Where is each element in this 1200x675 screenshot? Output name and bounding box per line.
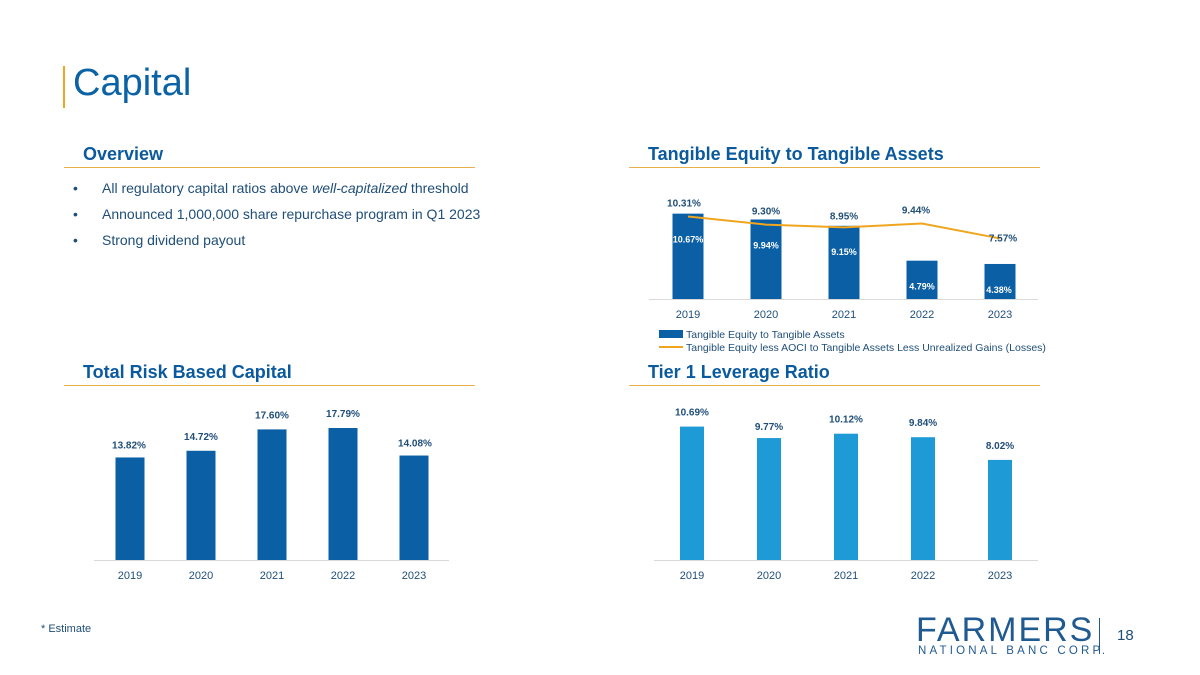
tangible-line-series [687,215,1001,240]
tangible-chart-title: Tangible Equity to Tangible Assets [648,144,944,164]
overview-title: Overview [83,144,164,164]
tier1-x-tick-label: 2022 [911,570,935,582]
trbc-bar-data-label: 13.82% [112,440,146,451]
trbc-x-tick-label: 2020 [189,570,213,582]
tier1-bar-data-label: 8.02% [986,441,1014,452]
trbc-bar-data-label: 14.08% [398,439,432,450]
overview-rule [64,167,475,168]
tangible-bar [906,260,938,299]
trbc-rule [64,385,475,386]
tier1-x-tick-label: 2020 [757,570,781,582]
tier1-rule [629,385,1040,386]
trbc-bar-data-label: 14.72% [184,432,218,443]
tangible-bar-data-label: 9.94% [753,240,779,250]
tangible-legend-bar-swatch [659,330,683,338]
tier1-bar-data-label: 9.77% [755,422,783,433]
tangible-bar-data-label: 10.67% [673,235,704,245]
tangible-x-tick-label: 2019 [676,309,700,321]
footnote: * Estimate [41,623,92,635]
bullet-emphasis: well-capitalized [312,180,408,196]
tangible-x-tick-label: 2022 [910,309,934,321]
tangible-line-data-label: 10.31% [667,199,701,210]
overview-bullets: All regulatory capital ratios above well… [64,178,480,256]
trbc-bar [399,455,429,560]
trbc-x-tick-label: 2022 [331,570,355,582]
tangible-bar-data-label: 9.15% [831,247,857,257]
tangible-line-data-label: 9.30% [752,207,780,218]
trbc-bar-data-label: 17.60% [255,410,289,421]
tier1-bar [988,459,1012,560]
tier1-bar [911,437,935,560]
trbc-x-tick-label: 2023 [402,570,426,582]
trbc-bar [186,450,216,560]
tangible-x-tick-label: 2023 [988,309,1012,321]
page-number: 18 [1117,627,1134,644]
tangible-line-data-label: 8.95% [830,211,858,222]
trbc-chart-title: Total Risk Based Capital [83,362,292,382]
tangible-bar [984,263,1016,299]
page-title: Capital [73,62,192,104]
tangible-bar [672,213,704,299]
tier1-x-tick-label: 2021 [834,570,858,582]
trbc-x-tick-label: 2021 [260,570,284,582]
trbc-bar-data-label: 17.79% [326,409,360,420]
title-accent-bar [63,66,65,108]
tangible-bar-data-label: 4.38% [986,285,1012,295]
tangible-x-tick-label: 2020 [754,309,778,321]
tier1-x-tick-label: 2019 [680,570,704,582]
tier1-bar [757,438,781,560]
tier1-x-tick-label: 2023 [988,570,1012,582]
footer-separator [1099,618,1100,654]
tangible-line-data-label: 7.57% [989,233,1017,244]
bullet-item: Strong dividend payout [64,230,480,256]
tier1-bar-data-label: 10.69% [675,408,709,419]
tangible-bar [828,225,860,299]
bullet-item: Announced 1,000,000 share repurchase pro… [64,204,480,230]
tangible-x-tick-label: 2021 [832,309,856,321]
trbc-bar [328,427,358,560]
tangible-rule [629,167,1040,168]
trbc-bar [257,429,287,560]
tangible-bar-data-label: 4.79% [909,282,935,292]
logo-wordmark: FARMERS [916,611,1095,649]
tier1-chart-title: Tier 1 Leverage Ratio [648,362,830,382]
farmers-logo: FARMERS NATIONAL BANC CORP. [916,612,1105,660]
tier1-bar [680,426,704,560]
tangible-legend-line-label: Tangible Equity less AOCI to Tangible As… [686,342,1046,354]
trbc-bar [115,457,145,560]
logo-tagline: NATIONAL BANC CORP. [918,645,1109,657]
bullet-item: All regulatory capital ratios above well… [64,178,480,204]
tangible-line-data-label: 9.44% [902,205,930,216]
trbc-x-tick-label: 2019 [118,570,142,582]
tier1-bar [834,433,858,560]
tier1-bar-data-label: 9.84% [909,418,937,429]
tangible-bar [750,219,782,299]
tier1-bar-data-label: 10.12% [829,415,863,426]
tangible-legend-bar-label: Tangible Equity to Tangible Assets [686,329,845,341]
